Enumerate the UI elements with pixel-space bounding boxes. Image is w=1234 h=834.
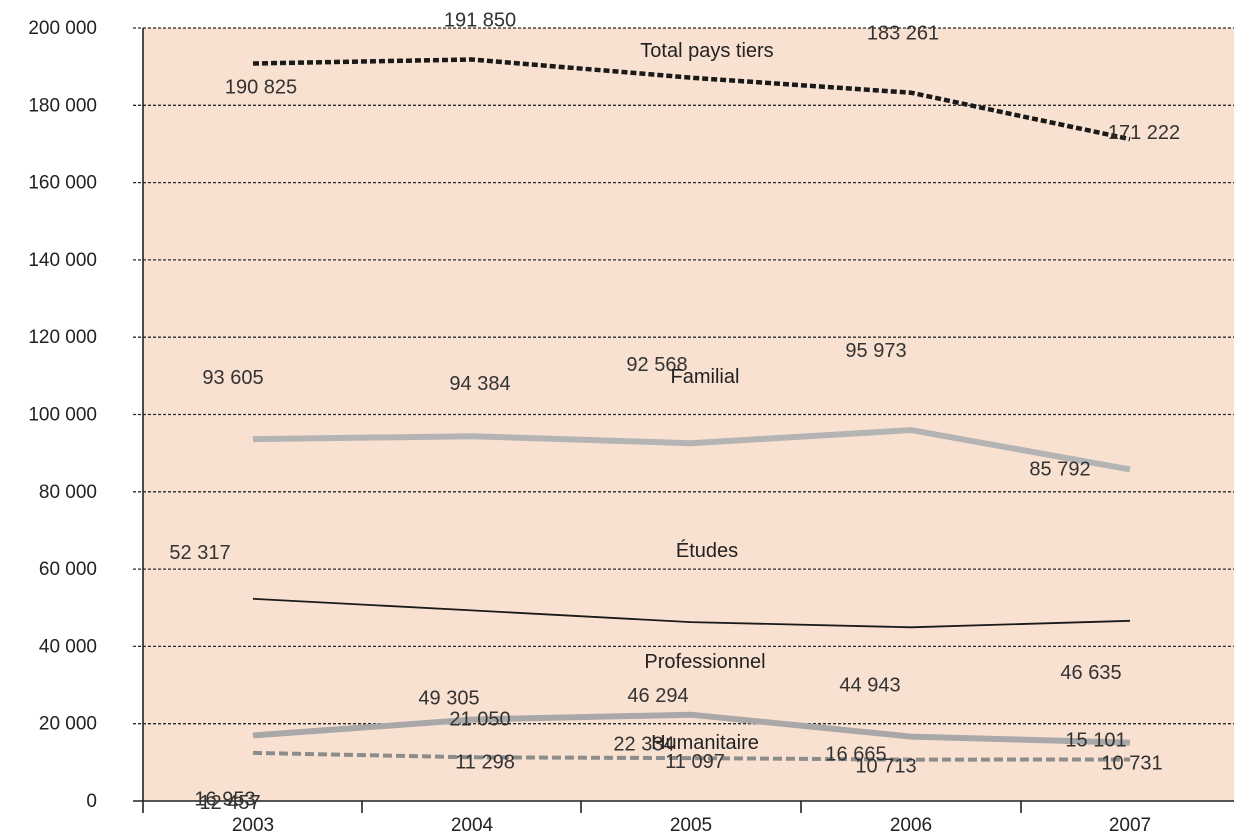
x-axis-tick-labels: 2003 2004 2005 2006 2007 (232, 815, 1151, 834)
x-tick-label: 2005 (670, 815, 712, 834)
data-label: 15 101 (1065, 730, 1126, 752)
data-label: 191 850 (444, 9, 516, 31)
series-lines (252, 57, 1131, 762)
x-tick-label: 2006 (890, 815, 932, 834)
series-name-label: Études (676, 539, 738, 562)
data-label: 52 317 (169, 542, 230, 564)
data-label: 12 457 (199, 792, 260, 814)
series-name-labels: Total pays tiers Familial Études Profession… (640, 40, 773, 754)
y-tick-label: 100 000 (28, 405, 97, 426)
y-tick-label: 40 000 (39, 636, 97, 657)
data-label: 10 713 (855, 756, 916, 778)
data-label: 46 635 (1060, 662, 1121, 684)
data-label: 183 261 (867, 23, 939, 45)
y-tick-label: 180 000 (28, 95, 97, 116)
y-tick-label: 60 000 (39, 559, 97, 580)
data-label: 44 943 (839, 674, 900, 696)
y-tick-label: 120 000 (28, 327, 97, 348)
axes (133, 28, 1234, 813)
data-label: 187 134 (622, 0, 694, 4)
data-label: 46 294 (627, 685, 688, 707)
series-line-2 (252, 597, 1131, 629)
series-line-0 (252, 57, 1131, 142)
y-tick-label: 0 (86, 791, 97, 812)
data-label: 85 792 (1029, 458, 1090, 480)
y-axis-tick-labels: 200 000 180 000 160 000 140 000 120 000 100 0… (28, 18, 97, 812)
series-name-label: Professionnel (644, 651, 765, 673)
data-label: 49 305 (418, 687, 479, 709)
data-label: 190 825 (225, 76, 297, 98)
data-label: 22 334 (613, 734, 674, 756)
series-line-1 (252, 427, 1131, 473)
gridlines (133, 27, 1234, 725)
series-line-4 (252, 750, 1131, 762)
data-label: 94 384 (449, 373, 510, 395)
data-label: 21 050 (449, 709, 510, 731)
data-label: 171 222 (1108, 122, 1180, 144)
series-name-label: Familial (671, 366, 740, 388)
x-tick-label: 2004 (451, 815, 494, 834)
data-label: 95 973 (845, 340, 906, 362)
data-label: 10 731 (1101, 753, 1162, 775)
data-labels: 190 825 191 850 187 134 183 261 171 222 93 60… (169, 0, 1180, 814)
y-tick-label: 200 000 (28, 18, 97, 39)
data-label: 93 605 (202, 367, 263, 389)
series-line-3 (252, 711, 1131, 746)
y-tick-label: 80 000 (39, 482, 97, 503)
series-name-label: Total pays tiers (640, 40, 773, 62)
series-name-label: Humanitaire (651, 732, 759, 754)
data-label: 92 568 (626, 354, 687, 376)
data-label: 11 097 (665, 751, 725, 773)
x-tick-label: 2003 (232, 815, 274, 834)
data-label: 11 298 (455, 751, 515, 773)
y-tick-label: 20 000 (39, 714, 97, 735)
data-label: 16 665 (825, 744, 886, 766)
data-label: 16 953 (194, 788, 255, 810)
x-tick-label: 2007 (1109, 815, 1151, 834)
y-tick-label: 140 000 (28, 250, 97, 271)
y-tick-label: 160 000 (28, 173, 97, 194)
